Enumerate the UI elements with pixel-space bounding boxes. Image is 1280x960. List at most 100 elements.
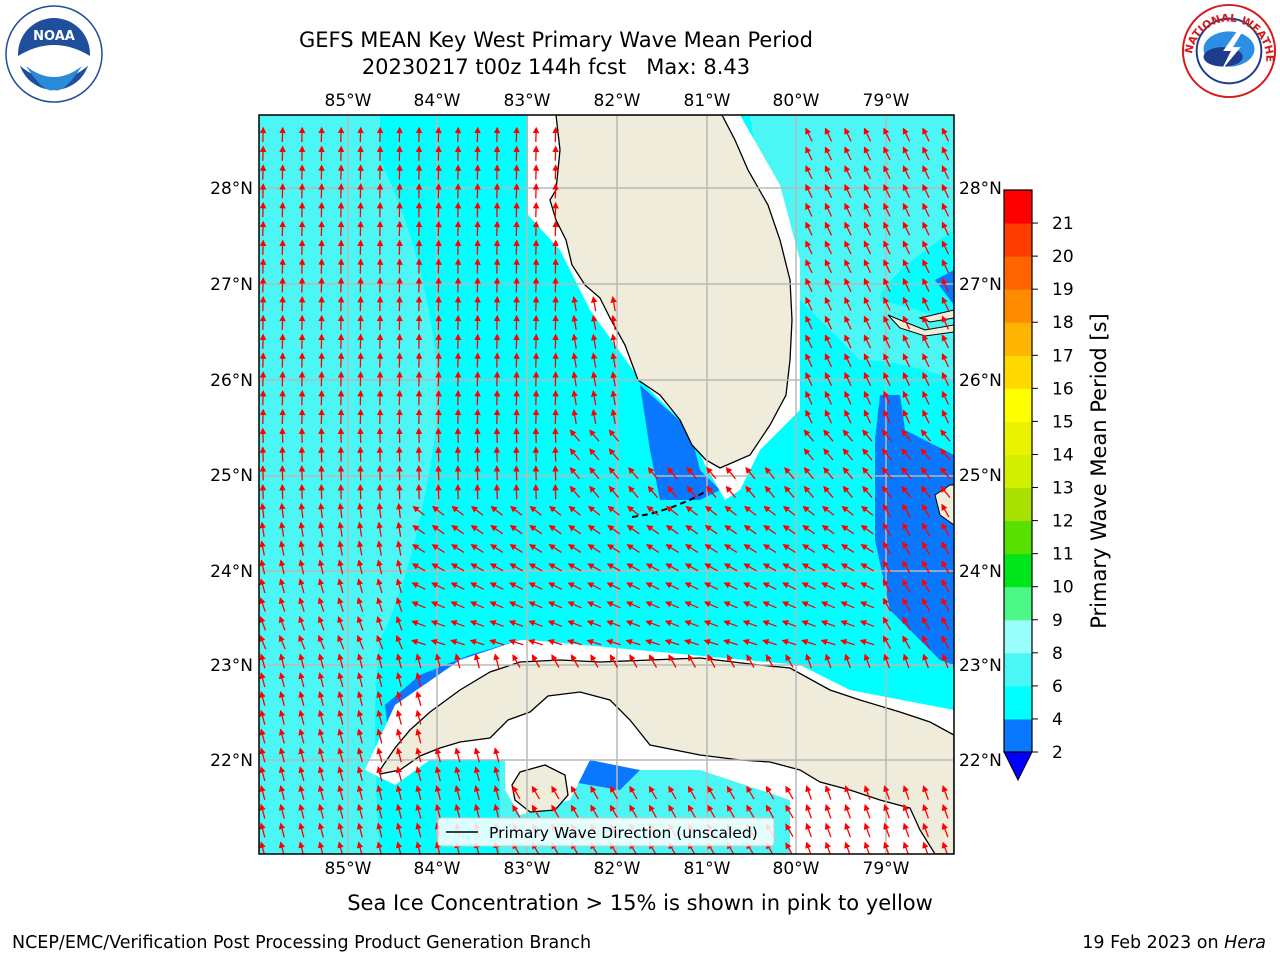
wave-arrow <box>883 653 891 669</box>
wave-arrow <box>629 785 638 800</box>
wave-arrow <box>610 390 617 406</box>
wave-arrow <box>489 563 504 572</box>
wave-arrow <box>376 521 383 537</box>
wave-arrow <box>606 638 621 646</box>
wave-arrow <box>902 560 911 574</box>
wave-arrow <box>687 804 697 819</box>
wave-arrow <box>883 822 891 838</box>
wave-arrow <box>490 505 503 516</box>
wave-arrow <box>376 766 383 782</box>
wave-arrow <box>785 823 794 838</box>
wave-arrow <box>489 582 504 590</box>
wave-arrow <box>941 240 950 255</box>
wave-arrow <box>298 766 305 782</box>
wave-arrow <box>317 578 325 594</box>
wave-arrow <box>376 784 383 800</box>
wave-arrow <box>902 259 911 274</box>
wave-arrow <box>548 505 562 516</box>
wave-arrow <box>762 601 777 609</box>
wave-arrow <box>862 485 873 499</box>
wave-arrow <box>376 653 383 669</box>
wave-arrow <box>842 467 853 480</box>
wave-arrow <box>411 620 426 627</box>
wave-arrow <box>337 502 345 519</box>
wave-arrow <box>840 582 855 590</box>
wave-arrow <box>646 544 660 553</box>
wave-arrow <box>606 582 621 590</box>
lat-label: 24°N <box>959 562 1002 582</box>
wave-arrow <box>824 785 832 800</box>
wave-arrow <box>493 653 500 669</box>
wave-arrow <box>430 638 446 646</box>
lon-labels-bottom: 85°W 84°W 83°W 82°W 81°W 80°W 79°W <box>325 859 910 879</box>
wave-arrow <box>337 540 344 556</box>
wave-arrow <box>493 747 500 763</box>
lat-label: 25°N <box>959 466 1002 486</box>
map-frame <box>258 114 955 855</box>
wave-arrow <box>805 221 813 236</box>
credit-text: NCEP/EMC/Verification Post Processing Pr… <box>12 933 592 953</box>
wave-arrow <box>746 654 755 668</box>
wave-arrow <box>824 221 833 236</box>
wave-arrow <box>608 467 619 480</box>
wave-arrow <box>396 502 403 519</box>
colorbar-tick-label: 21 <box>1052 214 1074 234</box>
wave-arrow <box>941 390 950 405</box>
wave-arrow <box>470 544 484 553</box>
wave-arrow <box>645 563 660 572</box>
wave-arrow <box>941 296 950 311</box>
wave-arrow <box>763 525 777 535</box>
wave-arrow <box>509 544 523 553</box>
wave-arrow <box>547 620 563 627</box>
wave-arrow <box>824 803 832 819</box>
wave-arrow <box>376 690 383 706</box>
wave-arrow <box>278 540 286 556</box>
wave-arrow <box>842 485 853 499</box>
wave-arrow <box>473 747 481 763</box>
colorbar-label: Primary Wave Mean Period [s] <box>1087 313 1111 629</box>
wave-arrow <box>824 296 833 311</box>
wave-arrow <box>259 766 266 782</box>
wave-arrow <box>824 334 833 349</box>
wave-arrow <box>411 638 426 646</box>
wave-arrow <box>941 202 950 217</box>
colorbar-segment <box>1004 520 1032 555</box>
wave-arrow <box>451 505 464 516</box>
wave-arrow <box>902 371 911 386</box>
wave-arrow <box>571 333 578 349</box>
wave-arrow <box>743 525 757 535</box>
wave-arrow <box>337 559 344 575</box>
wave-arrow <box>685 544 699 553</box>
wave-arrow <box>395 672 403 688</box>
wave-arrow <box>490 525 504 535</box>
wave-arrow <box>376 559 383 575</box>
wave-arrow <box>902 390 911 405</box>
wave-arrow <box>765 804 775 819</box>
wave-arrow <box>765 785 775 800</box>
wave-arrow <box>395 559 403 575</box>
wave-arrow <box>941 785 949 800</box>
wave-arrow <box>430 620 446 627</box>
wave-arrow <box>859 638 875 646</box>
wave-arrow <box>805 653 813 669</box>
wave-arrow <box>609 654 619 668</box>
wave-arrow <box>434 747 442 763</box>
wave-arrow <box>531 785 541 800</box>
wave-arrow <box>489 620 504 627</box>
lat-labels-left: 28°N 27°N 26°N 25°N 24°N 23°N 22°N <box>210 179 253 771</box>
wave-arrow <box>824 240 833 255</box>
wave-arrow <box>707 654 716 668</box>
colorbar-tick-label: 20 <box>1052 247 1074 267</box>
wave-arrow <box>259 803 266 819</box>
wave-arrow <box>645 620 660 627</box>
wave-arrow <box>922 371 930 386</box>
wave-arrow <box>863 221 872 236</box>
wave-arrow <box>726 804 736 819</box>
wave-arrow <box>922 315 930 330</box>
wave-arrow <box>882 560 892 574</box>
plot-title-line2: 20230217 t00z 144h fcst Max: 8.43 <box>361 55 751 79</box>
sea-ice-note: Sea Ice Concentration > 15% is shown in … <box>347 891 933 915</box>
wave-arrow <box>902 785 910 800</box>
wave-arrow <box>450 563 465 572</box>
wave-arrow <box>782 544 796 553</box>
